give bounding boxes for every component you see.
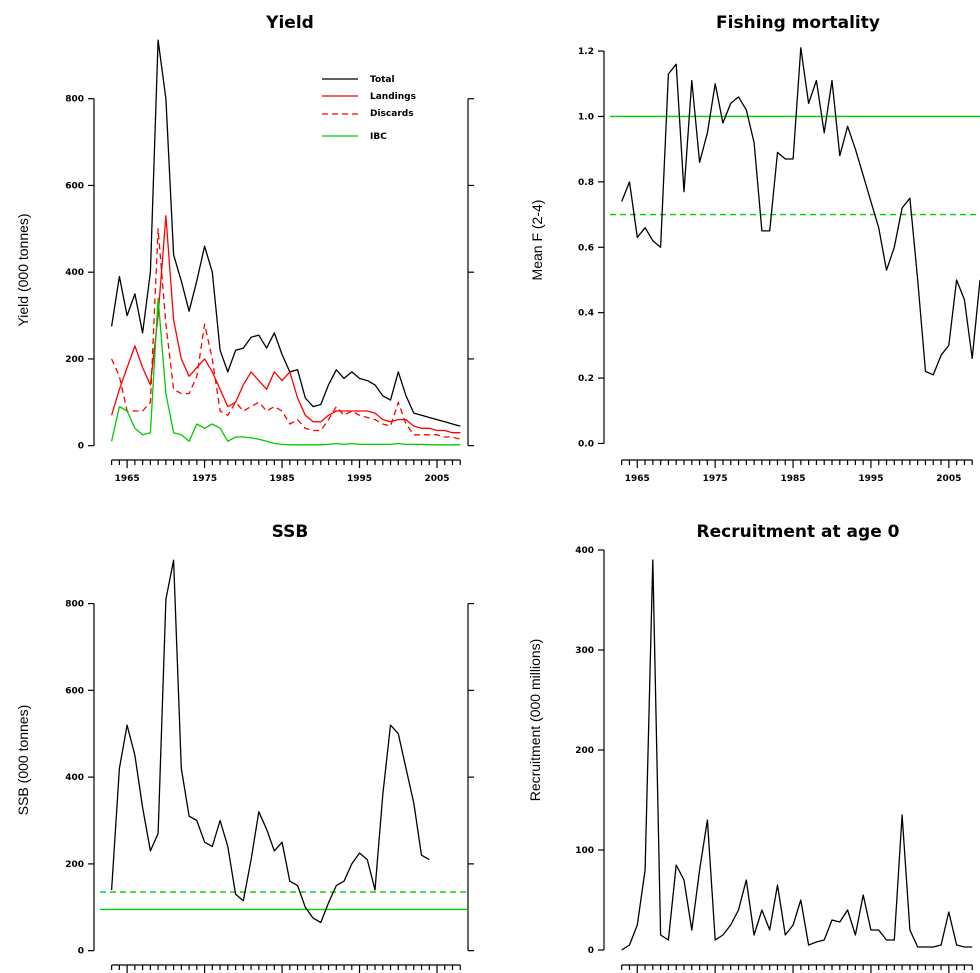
legend-landings-label: Landings <box>370 92 416 102</box>
y-tick-label: 400 <box>65 268 84 278</box>
y-tick-label: 0.2 <box>578 374 594 384</box>
y-tick-label: 0 <box>588 946 594 956</box>
legend-total-label: Total <box>370 75 395 85</box>
x-tick-label: 1995 <box>858 474 883 484</box>
y-tick-label: 0.8 <box>578 178 594 188</box>
y-tick-label: 800 <box>65 95 84 105</box>
y-tick-label: 600 <box>65 686 84 696</box>
fishing-mortality-ylabel: Mean F (2-4) <box>529 200 545 281</box>
x-tick-label: 1965 <box>115 474 140 484</box>
x-tick-label: 2005 <box>936 474 961 484</box>
y-tick-label: 600 <box>65 181 84 191</box>
series-line <box>110 559 430 924</box>
y-tick-label: 800 <box>65 600 84 610</box>
x-tick-label: 1965 <box>625 474 650 484</box>
recruitment-ylabel: Recruitment (000 millions) <box>527 639 543 802</box>
recruitment-panel: Recruitment at age 0 Recruitment (000 mi… <box>527 522 973 973</box>
yield-title: Yield <box>265 13 314 33</box>
x-tick-label: 1995 <box>347 474 372 484</box>
fishing-mortality-title: Fishing mortality <box>716 13 880 33</box>
legend-ibc-label: IBC <box>370 132 387 142</box>
y-tick-label: 0 <box>78 947 84 957</box>
fishing-mortality-panel: Fishing mortality Mean F (2-4) 0.0 0.2 0.4… <box>529 13 980 484</box>
ssb-panel: SSB SSB (000 tonnes) 0200400600800196519… <box>15 522 474 973</box>
series-line <box>110 297 461 446</box>
yield-panel: Yield Yield (000 tonnes) 0 200 400 600 800 19… <box>15 13 474 484</box>
y-tick-label: 200 <box>65 355 84 365</box>
y-tick-label: 100 <box>575 846 594 856</box>
y-tick-label: 200 <box>575 746 594 756</box>
series-line <box>621 559 973 951</box>
y-tick-label: 1.0 <box>578 112 594 122</box>
y-tick-label: 400 <box>65 773 84 783</box>
fishing-mortality-plot-area: 0.0 0.2 0.4 0.6 0.8 1.0 1.2 1965 1975 1985 1995 200… <box>578 47 980 484</box>
y-tick-label: 0 <box>78 442 84 452</box>
yield-plot-area: 0 200 400 600 800 1965 1975 1985 1995 2005 <box>65 39 474 484</box>
series-line <box>110 39 461 427</box>
series-line <box>621 47 980 376</box>
y-tick-label: 200 <box>65 860 84 870</box>
x-tick-label: 1985 <box>781 474 806 484</box>
x-tick-label: 1975 <box>703 474 728 484</box>
y-tick-label: 1.2 <box>578 47 594 57</box>
y-tick-label: 0.6 <box>578 243 594 253</box>
yield-ylabel: Yield (000 tonnes) <box>15 213 31 326</box>
ssb-title: SSB <box>272 522 309 542</box>
legend-discards-label: Discards <box>370 109 414 119</box>
y-tick-label: 400 <box>575 546 594 556</box>
yield-legend: Total Landings Discards IBC <box>322 75 416 142</box>
x-tick-label: 1985 <box>270 474 295 484</box>
recruitment-plot-area: 010020030040019651975198519952005 <box>575 546 973 973</box>
x-tick-label: 2005 <box>424 474 449 484</box>
series-line <box>111 228 461 440</box>
y-tick-label: 0.4 <box>578 309 594 319</box>
y-tick-label: 300 <box>575 646 594 656</box>
series-line <box>110 215 461 434</box>
recruitment-title: Recruitment at age 0 <box>697 522 900 542</box>
x-tick-label: 1975 <box>192 474 217 484</box>
y-tick-label: 0.0 <box>578 439 594 449</box>
ssb-ylabel: SSB (000 tonnes) <box>15 705 31 816</box>
